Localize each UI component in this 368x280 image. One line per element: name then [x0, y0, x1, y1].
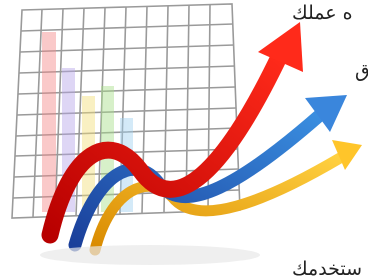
page: {"text": {"lines": ["ه عملك", "ق", "ستخد… — [0, 0, 368, 277]
reflection — [40, 245, 260, 265]
faded-bars — [42, 32, 133, 212]
text-line: ه عملك — [292, 2, 353, 24]
growth-illustration — [0, 0, 368, 277]
text-line: ق — [355, 60, 368, 82]
